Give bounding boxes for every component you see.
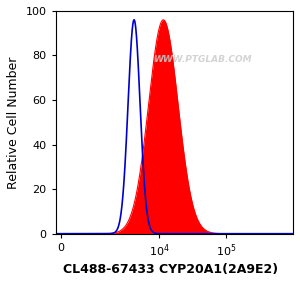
Text: CL488-67433 CYP20A1(2A9E2): CL488-67433 CYP20A1(2A9E2) bbox=[63, 263, 279, 276]
Text: WWW.PTGLAB.COM: WWW.PTGLAB.COM bbox=[154, 56, 252, 64]
Y-axis label: Relative Cell Number: Relative Cell Number bbox=[7, 56, 20, 188]
